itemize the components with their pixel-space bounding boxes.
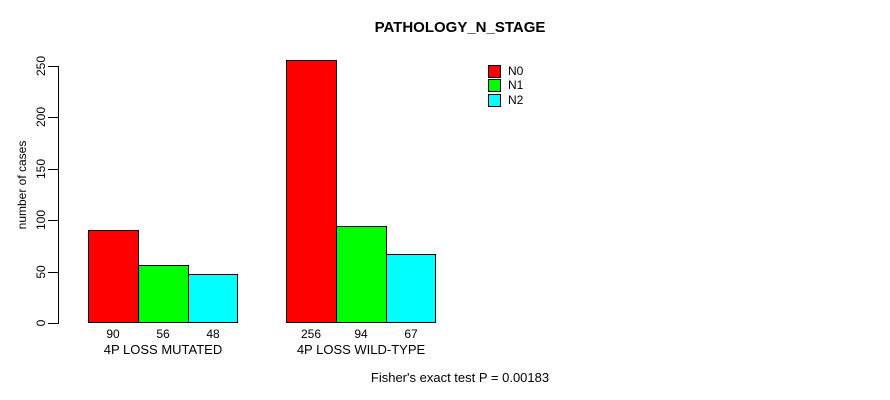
legend-swatch-icon <box>488 64 501 78</box>
y-tick-label: 250 <box>34 55 48 77</box>
bar-value-label: 256 <box>300 327 322 341</box>
bar-value-label: 67 <box>404 327 418 341</box>
legend: N0 N1 N2 <box>488 64 523 108</box>
bar-value-label: 90 <box>106 327 120 341</box>
bar-n0-2 <box>286 60 337 323</box>
y-tick <box>48 220 58 222</box>
legend-swatch-icon <box>488 93 501 107</box>
bar-value-label: 56 <box>156 327 170 341</box>
legend-item-n0: N0 <box>488 64 523 79</box>
y-tick <box>48 271 58 273</box>
legend-swatch-icon <box>488 79 501 93</box>
y-tick <box>48 117 58 119</box>
x-category-label: 4P LOSS MUTATED <box>103 342 223 357</box>
x-category-label: 4P LOSS WILD-TYPE <box>296 342 426 357</box>
y-axis-line <box>58 66 59 324</box>
bar-value-label: 48 <box>206 327 220 341</box>
annotation-text: Fisher's exact test P = 0.00183 <box>370 370 550 385</box>
bar-n2-1 <box>188 274 238 323</box>
legend-label: N2 <box>508 92 524 107</box>
y-tick <box>48 66 58 67</box>
legend-item-n2: N2 <box>488 93 523 108</box>
y-tick <box>48 168 58 170</box>
y-tick-label: 150 <box>34 158 48 179</box>
legend-label: N0 <box>508 63 524 78</box>
bar-n0-1 <box>88 230 139 323</box>
y-tick <box>48 323 58 324</box>
legend-label: N1 <box>508 78 524 93</box>
bar-value-label: 94 <box>354 327 368 341</box>
legend-item-n1: N1 <box>488 79 523 94</box>
y-tick-label: 0 <box>34 319 48 327</box>
bar-n2-2 <box>386 254 436 323</box>
chart-title: PATHOLOGY_N_STAGE <box>374 19 546 36</box>
bar-n1-1 <box>138 265 189 323</box>
bar-n1-2 <box>336 226 387 323</box>
y-tick-label: 100 <box>34 210 48 231</box>
y-tick-label: 50 <box>34 264 48 279</box>
y-tick-label: 200 <box>34 107 48 128</box>
